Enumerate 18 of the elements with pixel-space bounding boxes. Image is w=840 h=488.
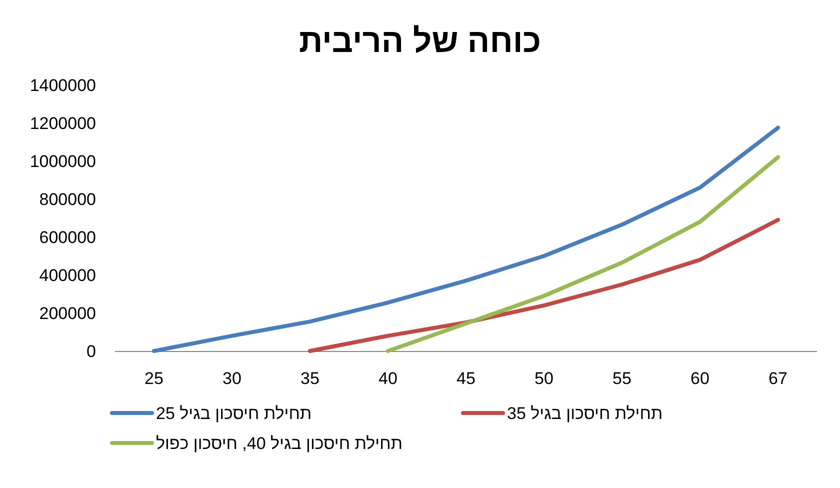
title: כוחה של הריבית xyxy=(298,22,542,59)
ytick: 1000000 xyxy=(30,152,96,171)
xtick: 30 xyxy=(222,369,242,388)
ytick: 600000 xyxy=(39,228,96,247)
ytick: 1400000 xyxy=(30,76,96,95)
xtick: 50 xyxy=(534,369,554,388)
ytick: 400000 xyxy=(39,266,96,285)
ytick: 0 xyxy=(86,342,96,361)
xtick: 25 xyxy=(144,369,164,388)
ytick: 800000 xyxy=(39,190,96,209)
xtick: 35 xyxy=(300,369,320,388)
xtick: 67 xyxy=(768,369,788,388)
ytick: 200000 xyxy=(39,304,96,323)
ytick: 1200000 xyxy=(30,114,96,133)
xtick: 40 xyxy=(378,369,398,388)
xtick: 60 xyxy=(690,369,710,388)
xtick: 55 xyxy=(612,369,632,388)
xtick: 45 xyxy=(456,369,476,388)
